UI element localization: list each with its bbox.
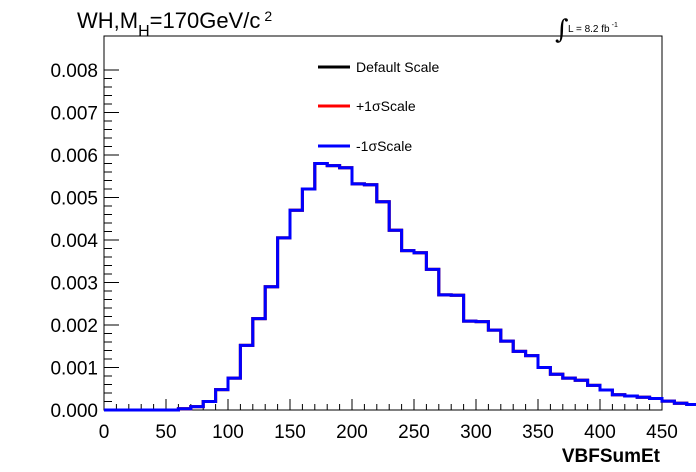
legend: Default Scale +1σScale -1σScale xyxy=(318,59,439,154)
title-value: =170GeV/c xyxy=(150,8,261,33)
x-tick-label: 0 xyxy=(99,422,110,443)
legend-label-minus1sigma: -1σScale xyxy=(356,138,412,154)
y-tick-label: 0.007 xyxy=(50,104,98,125)
y-axis-ticks: 0.000 0.001 0.002 0.003 0.004 0.005 0.006 0.007… xyxy=(50,61,119,422)
x-tick-label: 200 xyxy=(336,422,368,443)
lumi-label: ∫ L = 8.2 fb -1 xyxy=(555,15,618,45)
lumi-text: L = 8.2 fb xyxy=(568,24,610,35)
x-tick-label: 50 xyxy=(155,422,176,443)
x-tick-label: 100 xyxy=(212,422,244,443)
y-tick-label: 0.006 xyxy=(50,146,98,167)
x-tick-label: 450 xyxy=(646,422,678,443)
y-tick-label: 0.002 xyxy=(50,316,98,337)
series-line-minus1sigma-scale xyxy=(104,162,696,412)
title-superscript: 2 xyxy=(264,8,272,24)
x-axis-label: VBFSumEt xyxy=(562,446,661,467)
x-tick-label: 250 xyxy=(398,422,430,443)
y-tick-label: 0.008 xyxy=(50,61,98,82)
svg-text:L = 8.2 fb-1: L = 8.2 fb -1 xyxy=(568,22,618,35)
y-tick-label: 0.001 xyxy=(50,359,98,380)
integral-icon: ∫ xyxy=(555,15,569,45)
x-tick-label: 400 xyxy=(584,422,616,443)
y-tick-label: 0.005 xyxy=(50,189,98,210)
chart-title: WH,MH=170GeV/c 2 xyxy=(77,8,272,40)
title-main: WH,M xyxy=(77,8,138,33)
x-tick-label: 150 xyxy=(274,422,306,443)
x-axis-ticks: 0 50 100 150 200 250 300 350 400 450 xyxy=(99,399,678,443)
x-tick-label: 300 xyxy=(460,422,492,443)
title-subscript: H xyxy=(138,23,150,40)
y-tick-label: 0.004 xyxy=(50,231,98,252)
lumi-superscript: -1 xyxy=(612,22,618,29)
y-tick-label: 0.000 xyxy=(50,401,98,422)
series-layer xyxy=(104,162,696,412)
x-tick-label: 350 xyxy=(522,422,554,443)
y-tick-label: 0.003 xyxy=(50,274,98,295)
legend-label-plus1sigma: +1σScale xyxy=(356,98,416,114)
legend-label-default: Default Scale xyxy=(356,59,439,75)
